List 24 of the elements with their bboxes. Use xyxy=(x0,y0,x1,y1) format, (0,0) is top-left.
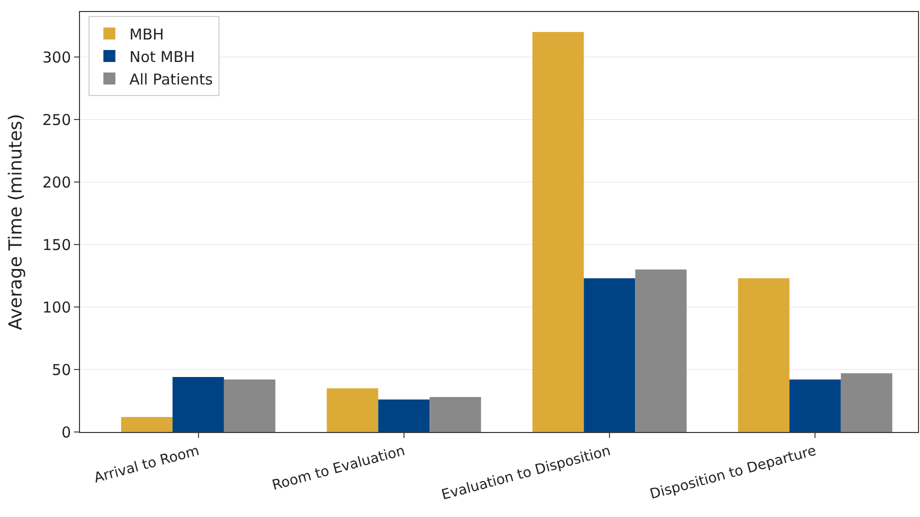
bar xyxy=(172,377,224,432)
y-tick-label: 300 xyxy=(42,48,71,66)
y-tick-label: 250 xyxy=(42,110,71,129)
bar xyxy=(378,400,430,432)
bar xyxy=(121,417,173,432)
bar xyxy=(789,380,841,432)
y-axis-title: Average Time (minutes) xyxy=(6,114,27,330)
y-tick-label: 200 xyxy=(42,173,71,192)
legend-label: Not MBH xyxy=(129,48,195,66)
x-tick-label: Arrival to Room xyxy=(92,442,202,486)
bar xyxy=(326,388,378,432)
legend-label: MBH xyxy=(129,25,164,44)
y-tick-label: 150 xyxy=(42,236,71,254)
y-tick-label: 50 xyxy=(52,360,71,379)
bar xyxy=(224,380,276,432)
bar xyxy=(738,278,790,432)
bar xyxy=(635,270,687,432)
bar xyxy=(532,32,584,432)
bar xyxy=(840,373,892,432)
bar xyxy=(430,397,482,432)
bar xyxy=(584,278,636,432)
y-tick-label: 100 xyxy=(42,298,71,316)
y-tick-label: 0 xyxy=(61,423,71,442)
legend-label: All Patients xyxy=(129,70,213,88)
